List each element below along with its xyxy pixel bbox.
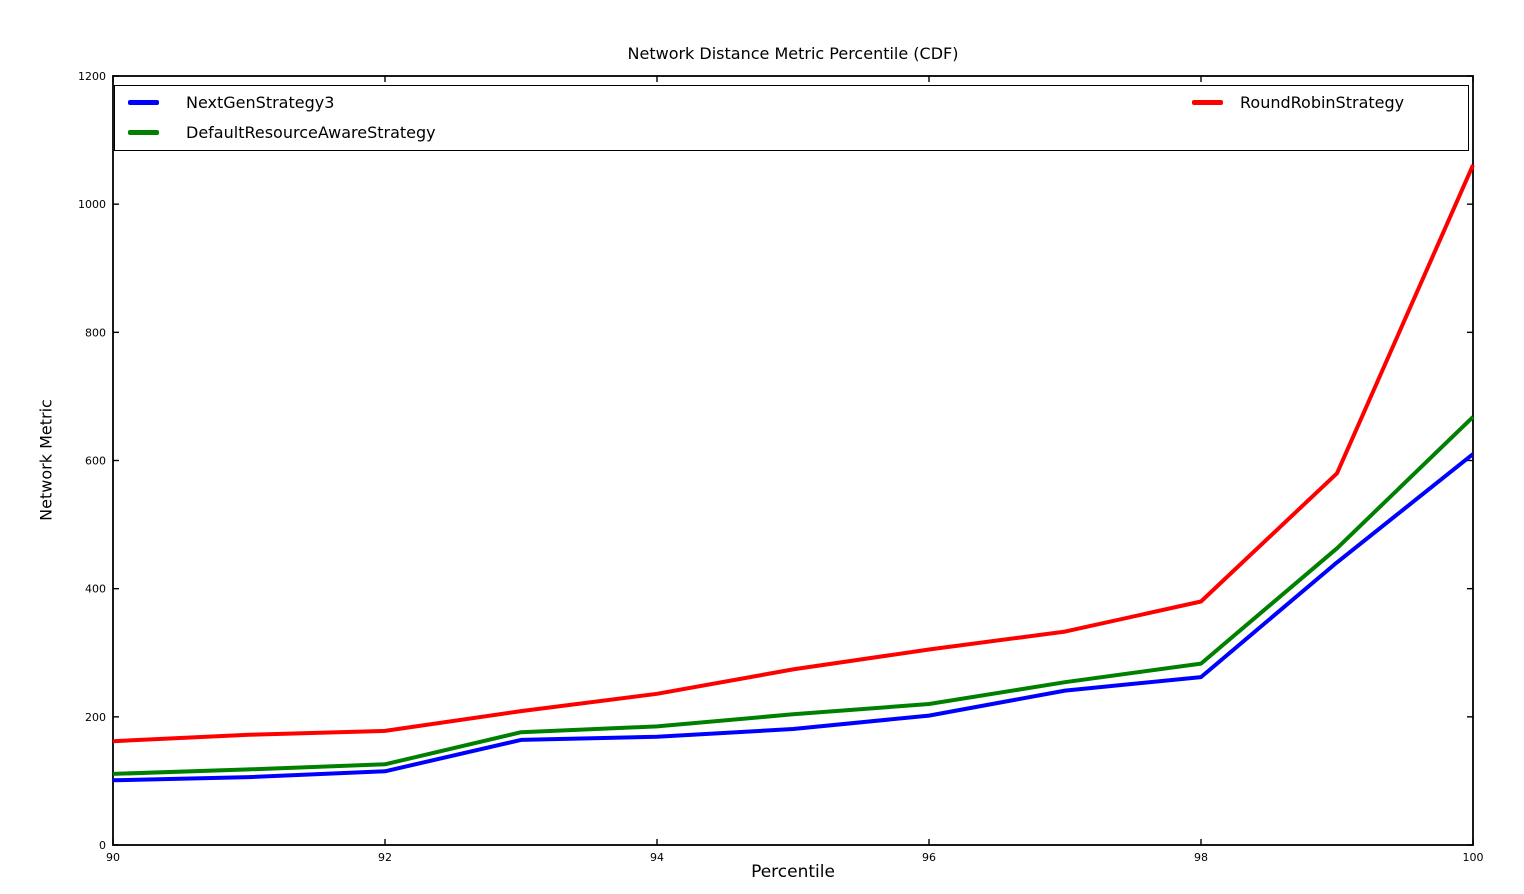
legend-entry-defaultresourceawarestrategy: DefaultResourceAwareStrategy bbox=[128, 122, 436, 142]
y-tick-label: 1000 bbox=[78, 198, 106, 211]
legend: NextGenStrategy3 DefaultResourceAwareStr… bbox=[114, 85, 1469, 151]
x-tick-label: 90 bbox=[106, 851, 120, 864]
series-line-roundrobinstrategy bbox=[112, 164, 1475, 744]
legend-line-sample-green-icon bbox=[128, 129, 159, 135]
x-tick-label: 96 bbox=[922, 851, 936, 864]
legend-label: RoundRobinStrategy bbox=[1240, 92, 1405, 112]
y-tick-label: 600 bbox=[85, 455, 106, 468]
x-axis-label: Percentile bbox=[751, 862, 835, 882]
legend-entry-nextgenstrategy3: NextGenStrategy3 bbox=[128, 92, 334, 112]
legend-line-sample-red-icon bbox=[1192, 99, 1223, 105]
x-tick-label: 94 bbox=[650, 851, 664, 864]
y-tick-label: 1200 bbox=[78, 70, 106, 83]
legend-label: DefaultResourceAwareStrategy bbox=[186, 122, 436, 142]
legend-line-sample-blue-icon bbox=[128, 99, 159, 105]
y-tick-label: 0 bbox=[99, 839, 106, 852]
series-line-defaultresourceawarestrategy bbox=[112, 415, 1475, 776]
legend-entry-roundrobinstrategy: RoundRobinStrategy bbox=[1192, 92, 1404, 112]
x-tick-label: 98 bbox=[1194, 851, 1208, 864]
y-tick-label: 400 bbox=[85, 583, 106, 596]
chart-title: Network Distance Metric Percentile (CDF) bbox=[627, 44, 959, 63]
x-tick-label: 100 bbox=[1463, 851, 1484, 864]
legend-label: NextGenStrategy3 bbox=[186, 92, 335, 112]
series-line-nextgenstrategy3 bbox=[112, 452, 1475, 783]
x-tick-label: 92 bbox=[378, 851, 392, 864]
y-tick-label: 200 bbox=[85, 711, 106, 724]
y-tick-label: 800 bbox=[85, 326, 106, 339]
